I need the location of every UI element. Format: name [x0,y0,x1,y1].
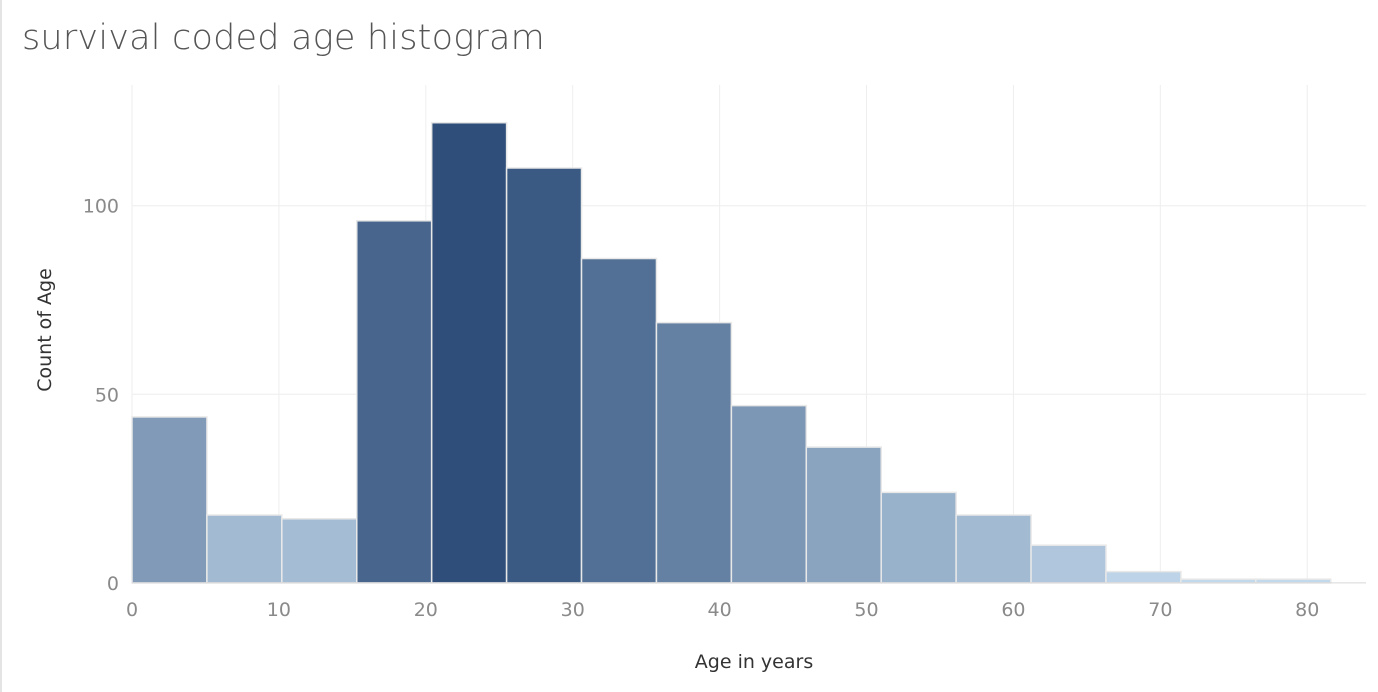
histogram-bar[interactable] [730,404,808,584]
histogram-bar[interactable] [1255,578,1332,584]
x-tick-label: 50 [854,599,878,621]
x-axis-ticks: 0 10 20 30 40 50 60 70 80 [126,599,1319,621]
x-tick-label: 30 [561,599,585,621]
x-tick-label: 70 [1148,599,1172,621]
histogram-bar[interactable] [281,518,358,584]
histogram-bar[interactable] [430,121,508,584]
histogram-bar[interactable] [131,416,208,584]
x-tick-label: 40 [708,599,732,621]
histogram-bar[interactable] [1180,578,1257,584]
histogram-bar[interactable] [880,491,957,584]
chart-title: survival coded age histogram [22,18,545,58]
y-axis-title: Count of Age [34,268,56,392]
x-tick-label: 80 [1295,599,1319,621]
histogram-bar[interactable] [505,167,583,584]
histogram-bar[interactable] [655,321,733,584]
y-tick-label: 0 [107,573,119,595]
x-tick-label: 60 [1001,599,1025,621]
y-axis-ticks: 0 50 100 [83,196,119,595]
bars [131,121,1332,584]
x-tick-label: 10 [267,599,291,621]
y-tick-label: 100 [83,196,119,218]
histogram-bar[interactable] [206,514,283,584]
x-tick-label: 0 [126,599,138,621]
histogram-bar[interactable] [580,257,658,584]
histogram-bar[interactable] [1030,544,1107,584]
x-tick-label: 20 [414,599,438,621]
y-tick-label: 50 [95,384,119,406]
histogram-bar[interactable] [1105,570,1182,584]
histogram-bar[interactable] [356,220,433,584]
histogram-bar[interactable] [805,446,882,584]
x-axis-title: Age in years [695,651,813,673]
histogram-bar[interactable] [955,514,1032,584]
